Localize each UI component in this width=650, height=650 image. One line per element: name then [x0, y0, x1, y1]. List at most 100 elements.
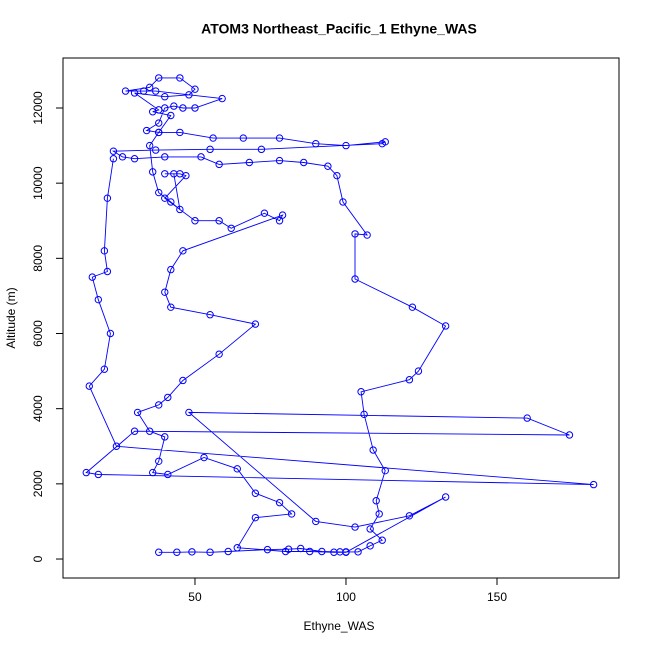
data-point	[363, 231, 371, 239]
data-point	[381, 466, 389, 475]
data-point	[103, 267, 112, 276]
data-point	[366, 542, 374, 550]
data-point	[103, 194, 112, 202]
data-point	[360, 410, 368, 419]
data-point	[224, 547, 232, 556]
data-point	[312, 139, 320, 148]
data-point	[145, 83, 154, 92]
data-point	[275, 217, 284, 225]
data-point	[251, 489, 260, 497]
data-point	[351, 523, 359, 531]
data-point	[161, 288, 169, 296]
data-point	[281, 547, 290, 556]
data-point	[191, 217, 199, 225]
data-point	[145, 141, 154, 150]
data-point	[176, 205, 184, 214]
x-tick-label: 100	[336, 590, 356, 604]
data-point	[155, 548, 163, 556]
data-point	[275, 134, 284, 142]
data-point	[179, 376, 187, 385]
data-point	[176, 74, 184, 82]
y-tick-label: 8000	[31, 245, 45, 272]
data-point	[155, 74, 163, 82]
data-point	[109, 155, 118, 163]
data-point	[94, 470, 103, 479]
data-point	[275, 498, 284, 507]
y-tick-label: 10000	[31, 166, 45, 200]
data-point	[523, 414, 531, 422]
data-point	[405, 512, 414, 520]
data-point	[351, 275, 359, 283]
data-point	[142, 126, 151, 135]
data-point	[375, 510, 383, 518]
data-point	[167, 198, 175, 206]
data-point	[275, 156, 284, 165]
data-point	[155, 188, 163, 197]
data-point	[191, 85, 199, 93]
data-point	[441, 322, 450, 330]
y-tick-label: 2000	[31, 470, 45, 497]
data-point	[206, 311, 214, 319]
data-point	[215, 160, 223, 169]
data-point	[296, 544, 305, 553]
series-line	[85, 77, 594, 553]
data-point	[357, 388, 365, 396]
data-point	[589, 480, 598, 489]
data-point	[414, 367, 423, 375]
data-point	[182, 171, 190, 180]
data-point	[155, 401, 163, 409]
data-point	[152, 87, 160, 95]
data-point	[188, 548, 196, 556]
data-point	[191, 104, 199, 112]
data-point	[167, 303, 175, 311]
x-axis-label: Ethyne_WAS	[304, 619, 375, 633]
data-point	[251, 513, 260, 522]
data-point	[330, 548, 338, 556]
data-point	[152, 146, 160, 154]
data-point	[227, 224, 235, 232]
data-point	[85, 382, 93, 390]
data-point	[164, 393, 172, 402]
data-point	[164, 470, 172, 479]
data-point	[109, 147, 118, 155]
data-point	[405, 376, 414, 384]
data-point	[197, 153, 205, 161]
data-point	[369, 446, 377, 454]
data-point	[173, 548, 181, 556]
data-point	[167, 265, 175, 274]
data-point	[170, 102, 178, 110]
data-point	[342, 548, 350, 556]
data-point	[300, 158, 308, 167]
x-tick-label: 50	[188, 590, 202, 604]
data-point	[263, 545, 272, 554]
data-point	[161, 153, 169, 161]
data-point	[161, 93, 169, 101]
data-point	[366, 525, 374, 533]
data-point	[260, 209, 269, 217]
data-point	[155, 457, 163, 465]
data-point	[245, 158, 254, 167]
data-point	[179, 247, 187, 255]
data-point	[324, 162, 332, 170]
data-point	[257, 145, 266, 154]
y-tick-label: 0	[31, 555, 45, 562]
data-point	[206, 548, 214, 556]
data-point	[333, 171, 341, 180]
y-tick-label: 4000	[31, 395, 45, 422]
data-point	[148, 468, 157, 477]
data-point	[161, 194, 169, 202]
chart-title: ATOM3 Northeast_Pacific_1 Ethyne_WAS	[201, 21, 477, 37]
y-tick-label: 6000	[31, 320, 45, 347]
data-point	[106, 329, 115, 338]
data-point	[233, 465, 241, 473]
data-point	[408, 303, 417, 311]
data-point	[88, 273, 96, 281]
data-point	[185, 91, 193, 99]
x-tick-label: 150	[487, 590, 507, 604]
data-point	[176, 128, 184, 137]
data-point	[239, 134, 247, 142]
data-point	[167, 111, 175, 120]
data-point	[121, 87, 130, 95]
y-tick-label: 12000	[31, 91, 45, 125]
data-point	[155, 119, 163, 127]
